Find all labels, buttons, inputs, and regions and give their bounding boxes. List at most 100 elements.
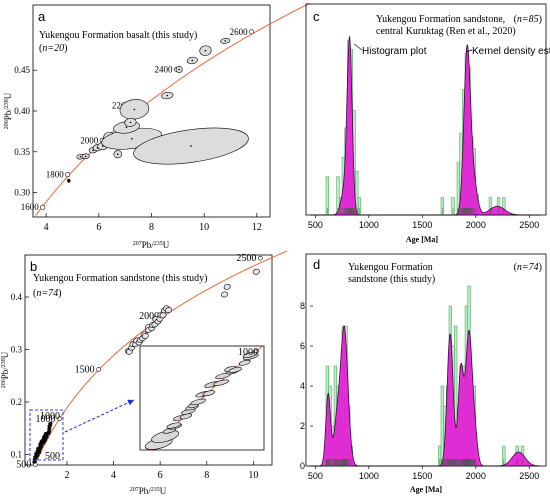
panel-a-title: Yukengou Formation basalt (this study) bbox=[39, 30, 197, 41]
kde-area bbox=[310, 326, 540, 466]
panel-c: c Yukengou Formation sandstone, central … bbox=[305, 3, 550, 244]
y-tick-label: 2 bbox=[300, 421, 305, 431]
age-label-500-zoom: 500 bbox=[45, 451, 60, 462]
error-ellipse bbox=[141, 333, 149, 340]
age-marker bbox=[249, 29, 255, 35]
y-tick-label: 0.3 bbox=[11, 345, 23, 355]
ellipse-center bbox=[79, 155, 82, 158]
panel-a-ylabel: 206Pb/238U bbox=[3, 92, 13, 129]
panel-b-title: Yukengou Formation sandstone (this study… bbox=[33, 273, 207, 284]
x-tick-label: 1000 bbox=[359, 220, 379, 230]
x-tick-label: 2000 bbox=[466, 471, 486, 481]
x-tick-label: 2 bbox=[64, 470, 69, 481]
inset-label-1000: 1000 bbox=[238, 347, 258, 358]
age-label: 2500 bbox=[236, 253, 256, 264]
panel-b-inset: 1000 bbox=[139, 345, 265, 452]
age-label: 1000 bbox=[35, 414, 55, 425]
panel-c-title: Yukengou Formation sandstone, bbox=[376, 14, 505, 25]
panel-a-axes: 4 6 8 10 12 0.30 0.35 0.40 0.45 bbox=[14, 65, 262, 233]
ellipse-center bbox=[224, 40, 227, 42]
age-label: 1500 bbox=[75, 364, 95, 375]
panel-a-n: (n=20) bbox=[39, 43, 67, 54]
age-marker bbox=[258, 255, 263, 261]
panel-b-xlabel: 207Pb/235U bbox=[130, 486, 167, 496]
ellipse-center bbox=[133, 108, 136, 111]
y-tick-label: 0.2 bbox=[11, 397, 22, 407]
panel-d-xlabel: Age [Ma] bbox=[410, 485, 443, 494]
concordia-curve bbox=[34, 250, 288, 465]
y-tick-label: 0.30 bbox=[14, 188, 30, 198]
age-marker bbox=[57, 416, 62, 422]
inset-error-ellipse bbox=[166, 422, 181, 429]
annotation-kde-text: Kernel density estimation plot bbox=[472, 46, 550, 57]
panel-d: d Yukengou Formation sandstone (this stu… bbox=[300, 253, 547, 494]
ellipse-center bbox=[116, 153, 119, 156]
x-tick-label: 4 bbox=[111, 470, 116, 481]
panel-c-plot: 500 1000 1500 2000 2500 bbox=[308, 35, 540, 230]
ellipse-center bbox=[84, 155, 87, 158]
x-tick-label: 8 bbox=[204, 470, 209, 481]
ellipse-center bbox=[166, 94, 169, 97]
ellipse-center bbox=[68, 179, 70, 182]
ellipse-center bbox=[191, 59, 194, 62]
ellipse-center bbox=[125, 126, 128, 129]
kde-area bbox=[310, 36, 540, 216]
age-label: 2400 bbox=[155, 64, 174, 74]
x-tick-label: 4 bbox=[44, 222, 49, 233]
age-label-1000-zoom: 1000 bbox=[40, 411, 60, 422]
x-tick-label: 10 bbox=[248, 470, 258, 481]
ellipse-center bbox=[130, 137, 133, 140]
age-label: 2000 bbox=[139, 311, 159, 322]
x-tick-label: 1500 bbox=[412, 471, 432, 481]
y-tick-label: 0.45 bbox=[14, 65, 30, 75]
panel-a-letter: a bbox=[38, 9, 46, 24]
panel-b-zoom-arrow bbox=[64, 399, 135, 433]
panel-c-letter: c bbox=[313, 9, 320, 24]
y-tick-label: 0 bbox=[300, 461, 305, 471]
annotation-histogram: Histogram plot bbox=[362, 46, 427, 57]
x-tick-label: 6 bbox=[158, 470, 163, 481]
ellipse-center bbox=[204, 49, 207, 52]
y-tick-label: 0.40 bbox=[14, 106, 30, 116]
panel-d-n: (n=74) bbox=[514, 262, 542, 273]
error-ellipse bbox=[252, 268, 260, 275]
panel-b-n: (n=74) bbox=[33, 288, 61, 299]
inset-error-ellipse bbox=[228, 366, 242, 373]
x-tick-label: 6 bbox=[96, 222, 101, 233]
age-marker bbox=[65, 172, 71, 178]
x-tick-label: 2500 bbox=[519, 220, 539, 230]
panel-d-plot: 500 1000 1500 2000 2500 0 2 4 6 8 bbox=[300, 285, 540, 481]
y-tick-label: 0.4 bbox=[11, 292, 23, 302]
panel-a-ellipses bbox=[67, 38, 249, 183]
inset-error-ellipse bbox=[190, 398, 207, 406]
annotation-kde: Kernel density estimation plot bbox=[472, 46, 550, 57]
ellipse-center bbox=[129, 121, 132, 124]
age-label: 2600 bbox=[230, 27, 249, 37]
annotation-pointer-kde bbox=[465, 49, 473, 53]
inset-error-ellipse bbox=[213, 379, 230, 386]
panel-b-ellipses: 500 1000 bbox=[32, 268, 260, 464]
panel-c-n: (n=85) bbox=[514, 14, 542, 25]
panel-b: b Yukengou Formation sandstone (this stu… bbox=[0, 250, 288, 496]
age-label: 1600 bbox=[21, 202, 40, 212]
x-tick-label: 500 bbox=[308, 471, 323, 481]
y-tick-label: 0.35 bbox=[14, 147, 30, 157]
panel-d-title: Yukengou Formation bbox=[348, 262, 433, 273]
inset-error-ellipse bbox=[202, 390, 215, 397]
inset-error-ellipse bbox=[238, 359, 251, 366]
panel-a-xlabel: 207Pb/235U bbox=[133, 240, 170, 250]
y-tick-label: 0.1 bbox=[11, 450, 22, 460]
panel-b-axes: 2 4 6 8 10 0.1 0.2 0.3 0.4 bbox=[11, 292, 259, 481]
panel-b-letter: b bbox=[30, 259, 37, 274]
panel-a: a Yukengou Formation basalt (this study)… bbox=[3, 2, 310, 250]
error-ellipse bbox=[165, 307, 172, 314]
ellipse-center bbox=[178, 68, 180, 71]
age-label: 2200 bbox=[112, 100, 131, 110]
x-tick-label: 2000 bbox=[466, 220, 486, 230]
x-tick-label: 12 bbox=[252, 222, 262, 233]
error-ellipse bbox=[48, 421, 53, 426]
age-label: 500 bbox=[16, 459, 31, 470]
error-ellipse bbox=[223, 283, 231, 290]
panel-b-zoom-box bbox=[29, 409, 64, 461]
y-tick-label: 6 bbox=[300, 341, 305, 351]
